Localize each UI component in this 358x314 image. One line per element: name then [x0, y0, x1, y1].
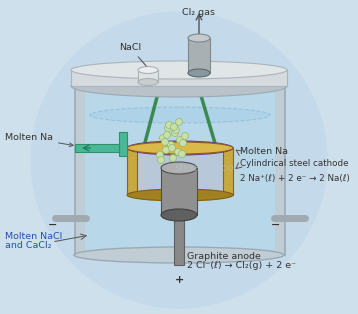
- Ellipse shape: [138, 78, 158, 85]
- Text: −: −: [48, 220, 58, 230]
- Bar: [135, 148, 225, 195]
- Text: 2 Na⁺(ℓ) + 2 e⁻ → 2 Na(ℓ): 2 Na⁺(ℓ) + 2 e⁻ → 2 Na(ℓ): [240, 174, 350, 182]
- Circle shape: [170, 123, 178, 131]
- Circle shape: [173, 127, 179, 133]
- Bar: [75, 75, 285, 255]
- Bar: [119, 132, 127, 156]
- Circle shape: [164, 132, 170, 138]
- Circle shape: [176, 137, 184, 143]
- Bar: [127, 148, 137, 195]
- Circle shape: [179, 139, 187, 147]
- Ellipse shape: [71, 75, 287, 97]
- Ellipse shape: [188, 34, 210, 42]
- Bar: [138, 70, 158, 82]
- Circle shape: [156, 151, 164, 159]
- Text: Molten NaCl: Molten NaCl: [5, 232, 62, 241]
- Circle shape: [175, 118, 183, 126]
- Text: Cylindrical steel cathode: Cylindrical steel cathode: [240, 160, 348, 169]
- Circle shape: [161, 138, 169, 145]
- Circle shape: [171, 129, 179, 137]
- Ellipse shape: [161, 162, 197, 174]
- Circle shape: [182, 133, 189, 139]
- Ellipse shape: [71, 61, 287, 79]
- Text: −: −: [271, 220, 281, 230]
- Bar: [85, 85, 275, 255]
- Circle shape: [164, 124, 171, 132]
- Text: Molten Na: Molten Na: [240, 148, 288, 156]
- Circle shape: [168, 142, 174, 149]
- Ellipse shape: [127, 141, 233, 155]
- Circle shape: [158, 156, 164, 164]
- Circle shape: [174, 149, 182, 155]
- Circle shape: [169, 154, 176, 161]
- Text: 2 Cl⁻(ℓ) → Cl₂(g) + 2 e⁻: 2 Cl⁻(ℓ) → Cl₂(g) + 2 e⁻: [187, 261, 296, 270]
- Bar: [71, 70, 287, 86]
- Ellipse shape: [127, 142, 233, 154]
- Circle shape: [31, 12, 327, 308]
- Text: Cl₂ gas: Cl₂ gas: [183, 8, 216, 17]
- Ellipse shape: [74, 67, 284, 83]
- Ellipse shape: [127, 189, 233, 201]
- Circle shape: [163, 147, 169, 154]
- Bar: [223, 148, 233, 195]
- Circle shape: [179, 150, 185, 158]
- Text: NaCl: NaCl: [119, 43, 146, 66]
- Bar: [174, 215, 184, 265]
- Ellipse shape: [188, 69, 210, 77]
- Ellipse shape: [90, 107, 270, 123]
- Text: Graphite anode: Graphite anode: [187, 252, 261, 261]
- Text: shaalaa.com: shaalaa.com: [175, 163, 245, 173]
- Text: and CaCl₂: and CaCl₂: [5, 241, 52, 250]
- Text: Molten Na: Molten Na: [5, 133, 73, 147]
- Ellipse shape: [138, 67, 158, 73]
- Circle shape: [169, 144, 175, 151]
- Circle shape: [165, 122, 173, 128]
- Bar: [75, 144, 119, 152]
- Bar: [188, 38, 210, 73]
- Circle shape: [160, 134, 166, 142]
- Ellipse shape: [74, 247, 284, 263]
- Text: +: +: [174, 275, 184, 285]
- Ellipse shape: [161, 209, 197, 221]
- Bar: [161, 168, 197, 215]
